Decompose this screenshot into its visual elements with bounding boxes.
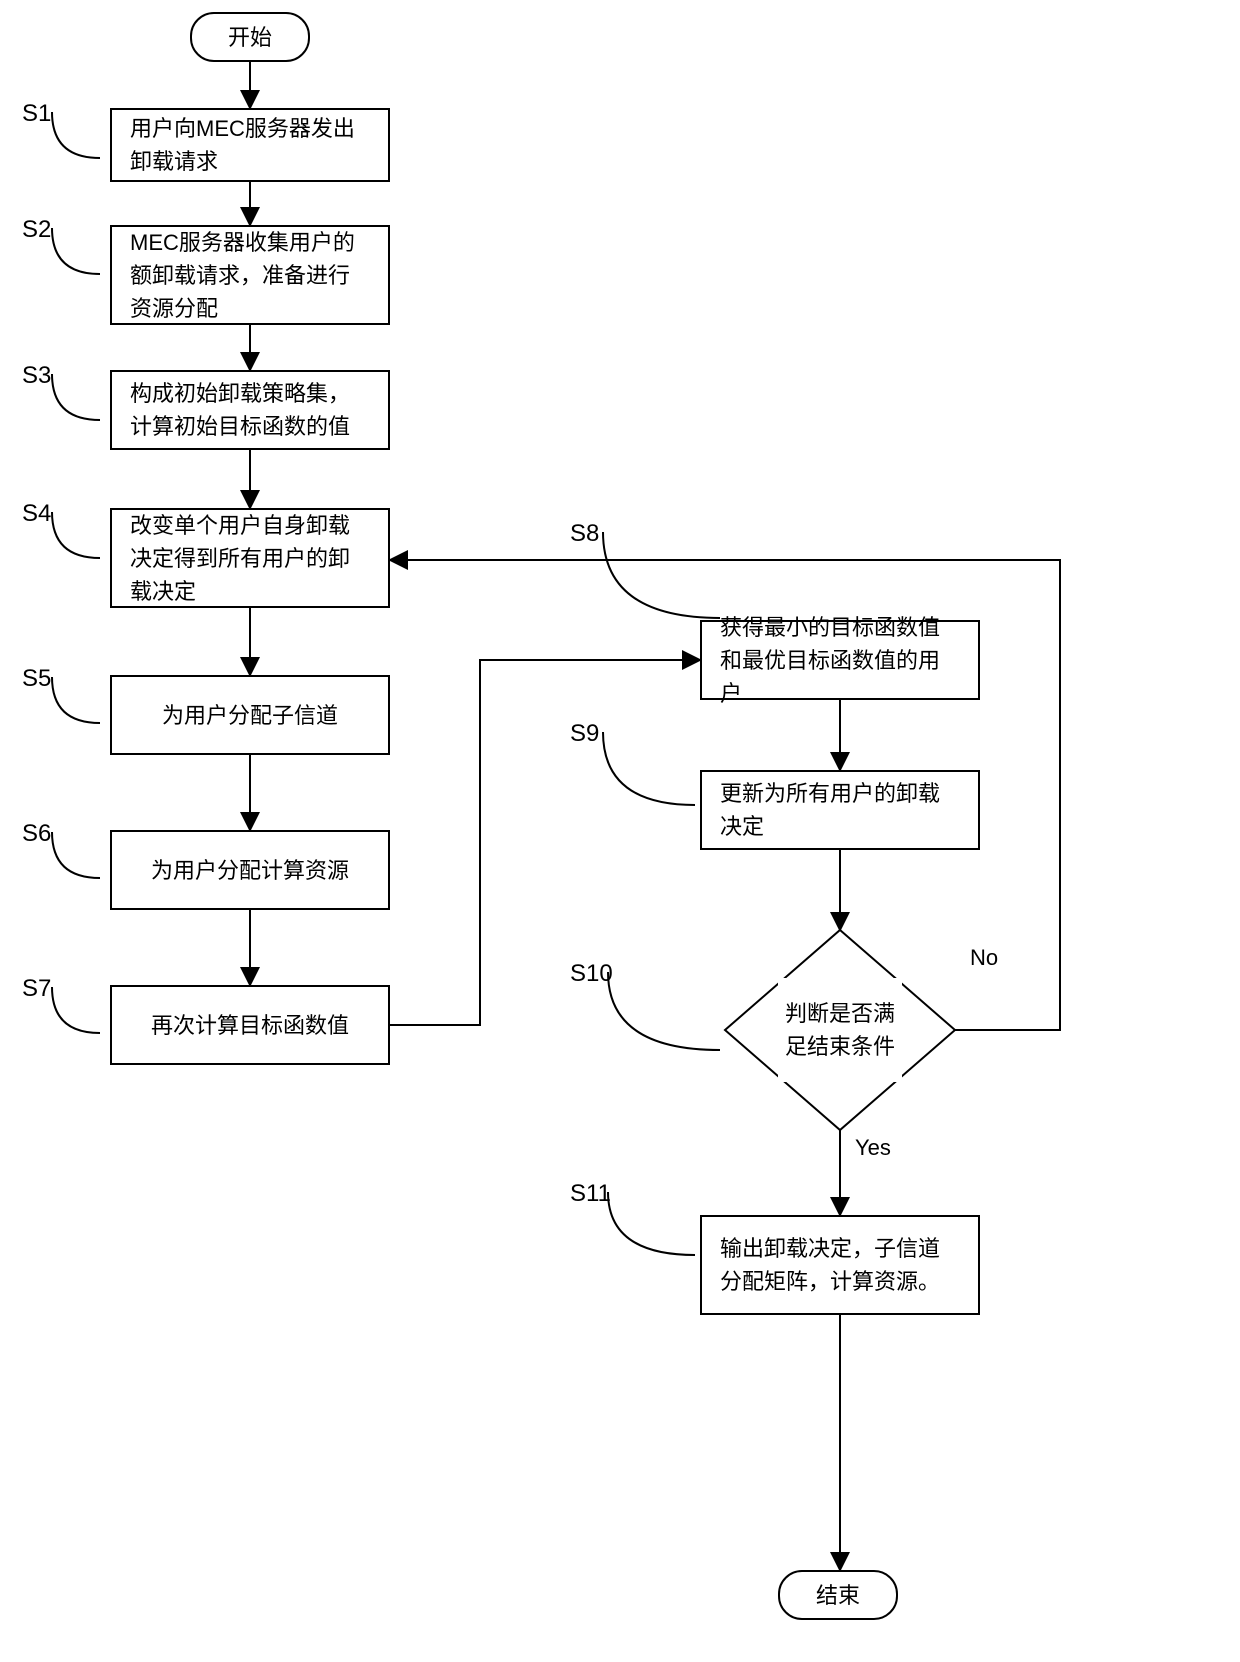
label-S5: S5 xyxy=(22,665,51,693)
step-S11: 输出卸载决定，子信道分配矩阵，计算资源。 xyxy=(700,1215,980,1315)
label-S6: S6 xyxy=(22,820,51,848)
decision-text: 判断是否满足结束条件 xyxy=(778,997,902,1063)
label-S9: S9 xyxy=(570,720,599,748)
step-S5: 为用户分配子信道 xyxy=(110,675,390,755)
step-S9: 更新为所有用户的卸载决定 xyxy=(700,770,980,850)
step-text: 获得最小的目标函数值和最优目标函数值的用户 xyxy=(720,611,960,710)
label-S11: S11 xyxy=(570,1180,611,1208)
step-text: 为用户分配子信道 xyxy=(162,699,338,732)
label-S7: S7 xyxy=(22,975,51,1003)
terminator-end: 结束 xyxy=(778,1570,898,1620)
step-S3: 构成初始卸载策略集，计算初始目标函数的值 xyxy=(110,370,390,450)
terminator-start-text: 开始 xyxy=(228,21,272,54)
edge-label-yes: Yes xyxy=(855,1135,891,1161)
label-S3: S3 xyxy=(22,362,51,390)
step-text: 改变单个用户自身卸载决定得到所有用户的卸载决定 xyxy=(130,509,370,608)
step-text: 输出卸载决定，子信道分配矩阵，计算资源。 xyxy=(720,1232,960,1298)
terminator-end-text: 结束 xyxy=(816,1579,860,1612)
label-S4: S4 xyxy=(22,500,51,528)
flowchart-container: 开始 结束 用户向MEC服务器发出卸载请求 MEC服务器收集用户的额卸载请求，准… xyxy=(0,0,1240,1662)
step-text: 为用户分配计算资源 xyxy=(151,854,349,887)
label-S8: S8 xyxy=(570,520,599,548)
step-text: MEC服务器收集用户的额卸载请求，准备进行资源分配 xyxy=(130,226,370,325)
step-S8: 获得最小的目标函数值和最优目标函数值的用户 xyxy=(700,620,980,700)
decision-S10: 判断是否满足结束条件 xyxy=(778,978,902,1082)
label-S10: S10 xyxy=(570,960,613,988)
step-S6: 为用户分配计算资源 xyxy=(110,830,390,910)
step-text: 用户向MEC服务器发出卸载请求 xyxy=(130,112,370,178)
step-S2: MEC服务器收集用户的额卸载请求，准备进行资源分配 xyxy=(110,225,390,325)
step-S7: 再次计算目标函数值 xyxy=(110,985,390,1065)
step-text: 构成初始卸载策略集，计算初始目标函数的值 xyxy=(130,377,370,443)
terminator-start: 开始 xyxy=(190,12,310,62)
step-text: 更新为所有用户的卸载决定 xyxy=(720,777,960,843)
step-S4: 改变单个用户自身卸载决定得到所有用户的卸载决定 xyxy=(110,508,390,608)
edge-label-no: No xyxy=(970,945,998,971)
step-S1: 用户向MEC服务器发出卸载请求 xyxy=(110,108,390,182)
label-S2: S2 xyxy=(22,216,51,244)
step-text: 再次计算目标函数值 xyxy=(151,1009,349,1042)
label-S1: S1 xyxy=(22,100,51,128)
